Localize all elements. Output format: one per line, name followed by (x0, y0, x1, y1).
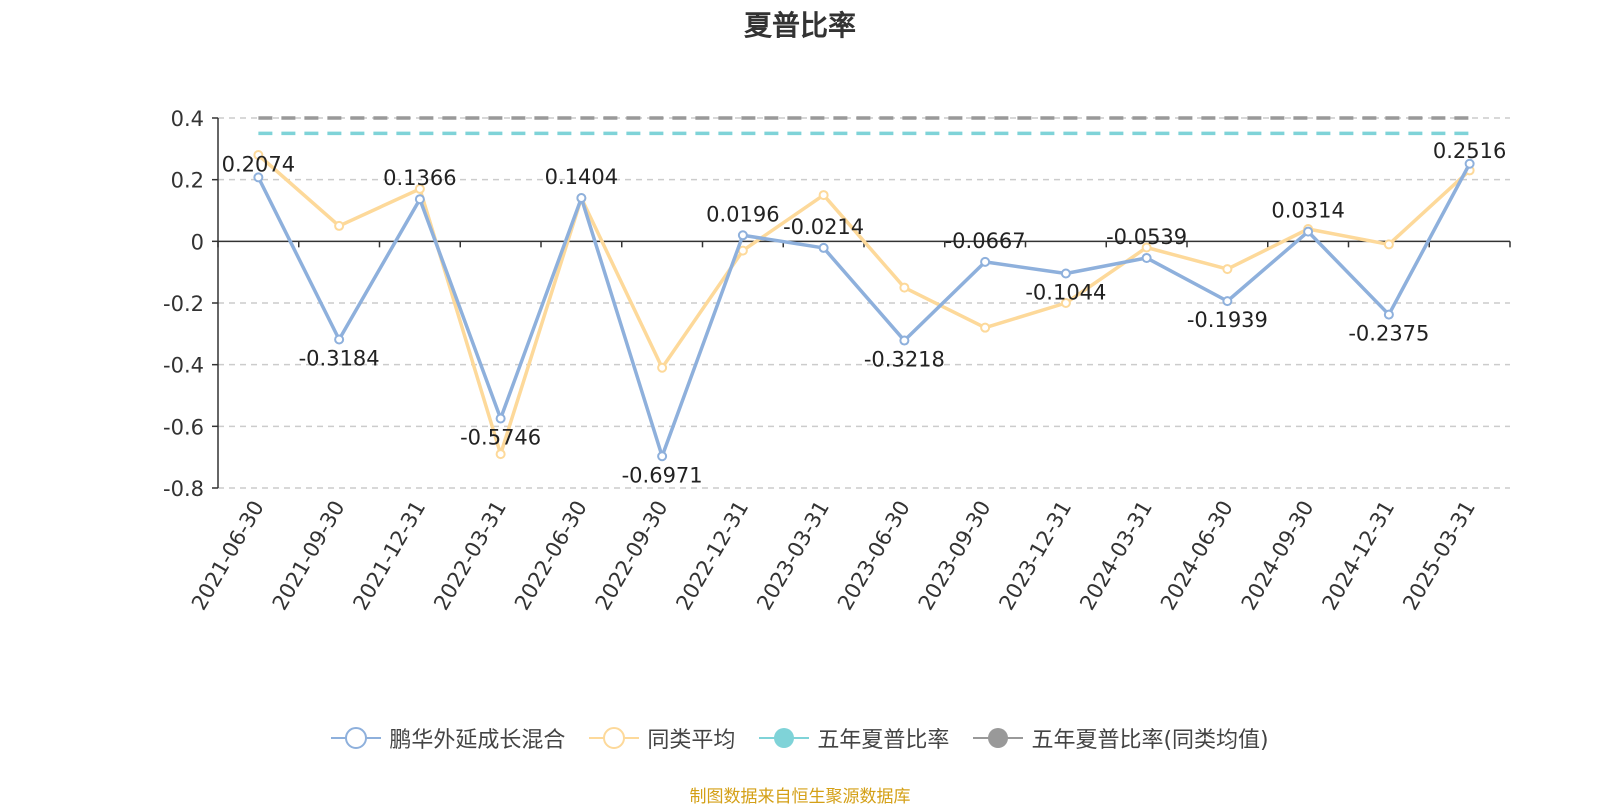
fund-point (657, 451, 668, 462)
peer-average-point (818, 190, 829, 201)
y-tick-label: -0.2 (163, 292, 204, 316)
legend-dot-icon (973, 728, 1024, 748)
data-label: -0.1044 (1025, 281, 1106, 305)
data-label: -0.0214 (783, 215, 864, 239)
legend-label: 五年夏普比率 (817, 728, 950, 753)
legend-item-peer-average[interactable]: 同类平均 (589, 722, 735, 754)
x-tick-label: 2021-06-30 (187, 497, 269, 615)
fund-point (1464, 158, 1475, 169)
x-tick-label: 2023-06-30 (833, 497, 915, 615)
x-tick-label: 2025-03-31 (1398, 497, 1480, 615)
fund-point (495, 413, 506, 424)
fund-point (253, 172, 264, 183)
data-label: -0.1939 (1187, 308, 1268, 332)
data-label: -0.3218 (864, 348, 945, 372)
data-label: 0.1404 (545, 165, 618, 189)
x-tick-label: 2024-06-30 (1156, 497, 1238, 615)
peer-average-point (495, 449, 506, 460)
fund-point (737, 230, 748, 241)
peer-average-point (414, 183, 425, 194)
x-tick-label: 2022-09-30 (591, 497, 673, 615)
fund-point (1060, 268, 1071, 279)
x-tick-label: 2024-12-31 (1317, 497, 1399, 615)
peer-average-point (1141, 242, 1152, 253)
data-label: -0.6971 (622, 463, 703, 487)
x-tick-label: 2022-03-31 (429, 497, 511, 615)
x-tick-label: 2021-12-31 (348, 497, 430, 615)
fund-point (576, 193, 587, 204)
y-tick-label: -0.6 (163, 415, 204, 439)
y-tick-label: -0.4 (163, 354, 204, 378)
series-layer (253, 150, 1475, 462)
legend-item-five-year-sharpe-peer[interactable]: 五年夏普比率(同类均值) (973, 722, 1269, 754)
y-tick-label: 0.2 (171, 169, 204, 193)
fund-point (334, 334, 345, 345)
fund-point (1222, 296, 1233, 307)
data-labels: 0.2074 -0.3184 0.1366 -0.5746 0.1404 -0.6971 0… (222, 139, 1507, 488)
chart-title: 夏普比率 (743, 9, 856, 42)
peer-average-line (257, 153, 1471, 456)
data-label: 0.2074 (222, 152, 295, 176)
peer-average-point (1383, 239, 1394, 250)
legend-label: 同类平均 (647, 728, 736, 753)
x-tick-label: 2022-06-30 (510, 497, 592, 615)
peer-average-point (899, 282, 910, 293)
x-tick-label: 2023-03-31 (752, 497, 834, 615)
x-tick-label: 2023-09-30 (914, 497, 996, 615)
data-label: 0.0196 (706, 202, 779, 226)
legend: 鹏华外延成长混合 同类平均 五年夏普比率 五年夏普比率(同类均值) (0, 722, 1600, 754)
peer-average-point (657, 362, 668, 373)
data-label: -0.5746 (460, 426, 541, 450)
x-tick-label: 2024-03-31 (1075, 497, 1157, 615)
data-label: -0.0667 (945, 229, 1026, 253)
fund-line (256, 162, 1472, 459)
source-note: 制图数据来自恒生聚源数据库 (689, 787, 911, 807)
data-label: -0.0539 (1106, 225, 1187, 249)
x-tick-label: 2024-09-30 (1237, 497, 1319, 615)
peer-average-point (1222, 264, 1233, 275)
peer-average-point (334, 220, 345, 231)
peer-average-point (253, 150, 264, 160)
fund-point (980, 256, 991, 267)
x-tick-label: 2021-09-30 (268, 497, 350, 615)
fund-point (1141, 252, 1152, 263)
data-label: 0.1366 (383, 166, 456, 190)
fund-point (1383, 309, 1394, 320)
y-tick-label: -0.8 (163, 477, 204, 501)
x-tick-label: 2022-12-31 (671, 497, 753, 615)
y-tick-label: 0 (191, 230, 204, 254)
data-label: 0.2516 (1433, 139, 1506, 163)
fund-point (414, 194, 425, 205)
data-label: -0.3184 (299, 347, 380, 371)
legend-label: 鹏华外延成长混合 (389, 728, 566, 753)
y-tick-label: 0.4 (171, 107, 204, 131)
data-label: -0.2375 (1348, 322, 1429, 346)
peer-average-point (1060, 298, 1071, 308)
fund-point (1303, 226, 1314, 237)
legend-circle-icon (331, 727, 382, 749)
legend-item-five-year-sharpe[interactable]: 五年夏普比率 (759, 722, 949, 754)
legend-circle-icon (589, 727, 640, 749)
fund-point (899, 335, 910, 346)
x-tick-label: 2023-12-31 (994, 497, 1076, 615)
data-label: 0.0314 (1271, 199, 1344, 223)
legend-dot-icon (759, 728, 810, 748)
fund-point (818, 242, 829, 253)
peer-average-point (980, 322, 991, 333)
reference-lines (258, 116, 1470, 136)
legend-item-fund[interactable]: 鹏华外延成长混合 (331, 722, 565, 754)
legend-label: 五年夏普比率(同类均值) (1031, 728, 1269, 753)
